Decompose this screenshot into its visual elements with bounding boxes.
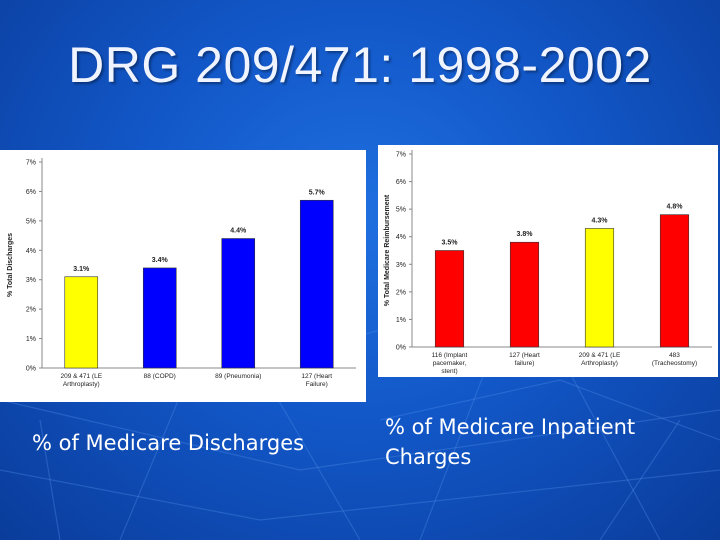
discharges-value-label: 5.7%: [309, 189, 326, 196]
discharges-y-tick-label: 3%: [26, 277, 36, 284]
charges-value-label: 3.5%: [442, 240, 459, 247]
caption-charges: % of Medicare Inpatient Charges: [385, 415, 636, 469]
discharges-bar: [221, 238, 256, 369]
charges-bar: [434, 250, 465, 348]
charges-y-axis-label: % Total Medicare Reimbursement: [384, 194, 391, 306]
charges-y-tick-label: 6%: [396, 179, 406, 186]
charges-y-tick-label: 1%: [396, 317, 406, 324]
charges-value-label: 3.8%: [517, 231, 534, 238]
discharges-bar: [142, 267, 177, 369]
charges-y-tick-label: 0%: [396, 345, 406, 352]
discharges-y-tick-label: 7%: [26, 160, 36, 167]
discharges-value-label: 4.4%: [230, 228, 247, 235]
charges-y-tick-label: 2%: [396, 289, 406, 296]
discharges-y-tick-label: 5%: [26, 218, 36, 225]
discharges-bar: [299, 199, 334, 369]
charges-category-label: 127 (Heart failure): [509, 352, 540, 367]
charges-y-tick-label: 5%: [396, 207, 406, 214]
discharges-category-label: 127 (Heart Failure): [301, 373, 332, 388]
slide-title: DRG 209/471: 1998-2002: [68, 37, 652, 93]
discharges-chart-panel: % Total Discharges 0% 1% 2% 3% 4% 5% 6% 7% 3.1% 20…: [0, 150, 366, 402]
charges-chart: % Total Medicare Reimbursement 0% 1% 2% 3% 4%…: [384, 150, 712, 375]
charges-bar: [584, 228, 615, 348]
charges-y-tick-label: 3%: [396, 262, 406, 269]
discharges-y-tick-label: 4%: [26, 248, 36, 255]
charges-y-tick-label: 7%: [396, 152, 406, 159]
charges-value-label: 4.8%: [667, 204, 684, 211]
charges-category-label: 209 & 471 (LE Arthroplasty): [579, 352, 621, 367]
discharges-y-tick-label: 2%: [26, 307, 36, 314]
discharges-y-tick-label: 1%: [26, 336, 36, 343]
discharges-value-label: 3.1%: [73, 266, 90, 273]
charges-chart-panel: % Total Medicare Reimbursement 0% 1% 2% 3% 4%…: [378, 145, 718, 377]
discharges-y-tick-label: 0%: [26, 366, 36, 373]
discharges-category-label: 89 (Pneumonia): [215, 373, 261, 380]
charges-bar: [509, 241, 540, 348]
discharges-bar: [64, 276, 99, 369]
discharges-y-tick-label: 6%: [26, 189, 36, 196]
discharges-value-label: 3.4%: [152, 257, 169, 264]
discharges-category-label: 209 & 471 (LE Arthroplasty): [60, 373, 102, 388]
caption-discharges: % of Medicare Discharges: [32, 431, 305, 455]
discharges-category-label: 88 (COPD): [144, 373, 176, 380]
discharges-chart: % Total Discharges 0% 1% 2% 3% 4% 5% 6% 7% 3.1% 20…: [7, 158, 356, 388]
charges-value-label: 4.3%: [592, 217, 609, 224]
charges-category-label: 483 (Tracheostomy): [652, 352, 697, 367]
charges-y-tick-label: 4%: [396, 234, 406, 241]
discharges-y-axis-label: % Total Discharges: [7, 233, 14, 297]
charges-bar: [659, 214, 690, 348]
charges-category-label: 116 (Implant pacemaker, stent): [432, 352, 468, 375]
